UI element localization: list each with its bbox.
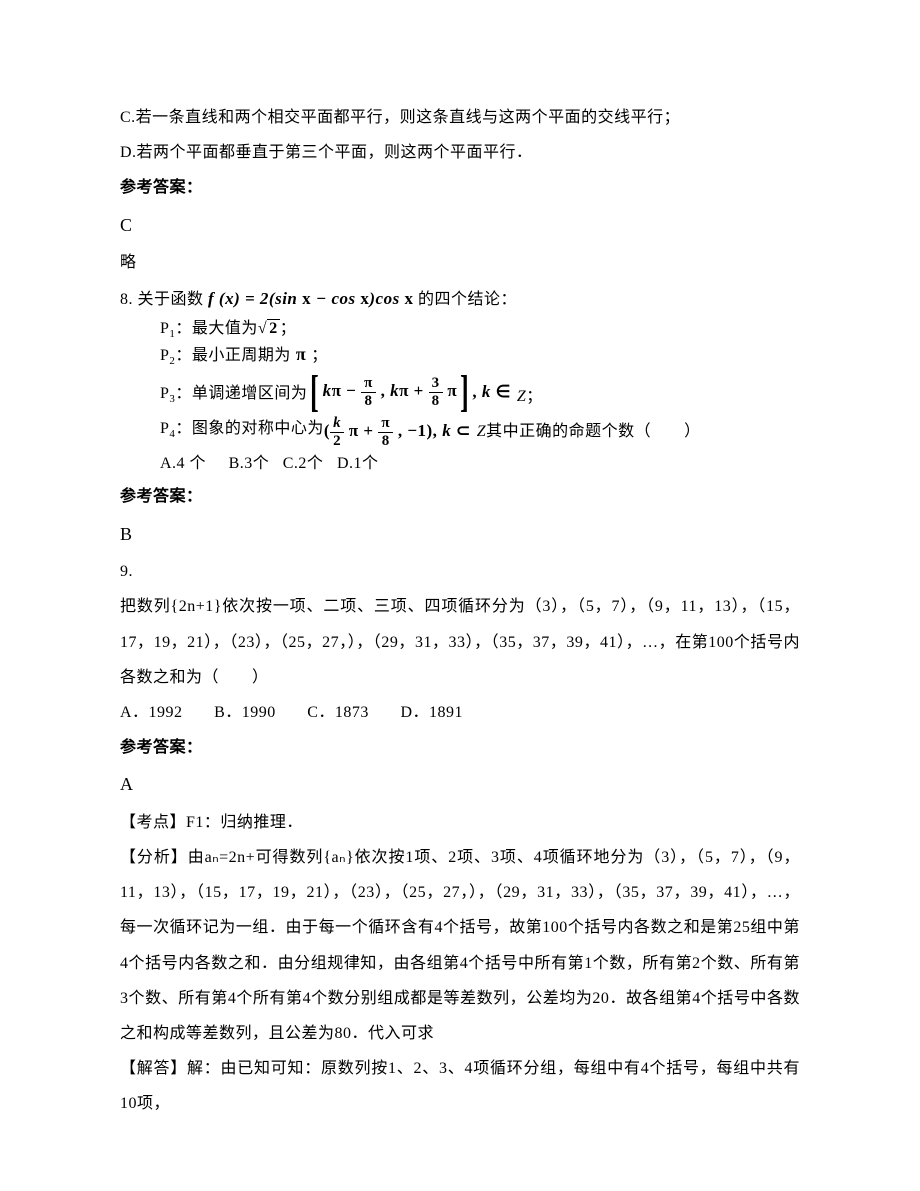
q9-jieda: 【解答】解：由已知可知：原数列按1、2、3、4项循环分组，每组中有4个括号，每组… [120, 1051, 800, 1121]
p3-label: P3 [160, 385, 175, 402]
q9-opt-d: D．1891 [400, 704, 463, 721]
q8-stem: 8. 关于函数 f (x) = 2(sin x − cos x)cos x 的四… [120, 280, 800, 317]
p4-tail: 其中正确的命题个数（ ） [486, 417, 701, 449]
q8-p1: P1：最大值为√2； [120, 318, 800, 343]
q9-opt-b: B．1990 [214, 704, 276, 721]
p1-text: ：最大值为 [175, 320, 258, 337]
q8-fx: f (x) = 2(sin x − cos x)cos x [208, 289, 413, 308]
q9-kaodian: 【考点】F1：归纳推理． [120, 805, 800, 840]
q9-opt-a: A．1992 [120, 704, 183, 721]
p3-text: ：单调递增区间为 [175, 385, 307, 402]
q9-answer-label: 参考答案： [120, 730, 800, 765]
q8-p2: P2：最小正周期为 π ； [120, 342, 800, 370]
q8-opt-a: A.4 个 [160, 455, 206, 472]
q7-answer-label: 参考答案： [120, 170, 800, 205]
p1-tail: ； [280, 320, 297, 337]
q8-answer: B [120, 515, 800, 555]
p4-text: ：图象的对称中心为 [175, 420, 324, 437]
q8-opt-b: B.3个 [229, 455, 270, 472]
p2-val: π [291, 344, 311, 364]
p2-tail: ； [311, 347, 328, 364]
q8-options: A.4 个 B.3个 C.2个 D.1个 [120, 449, 800, 479]
q8-p3: P3：单调递增区间为 [ kπ − π8 , kπ + 38 π ] , k ∈… [120, 370, 800, 414]
q9-stem: 把数列{2n+1}依次按一项、二项、三项、四项循环分为（3），（5，7），（9，… [120, 589, 800, 695]
q9-options: A．1992 B．1990 C．1873 D．1891 [120, 695, 800, 730]
q8-p4: P4：图象的对称中心为 (k2 π + π8 , −1), k ⊂ Z 其中正确… [120, 414, 800, 449]
p4-center: (k2 π + π8 , −1), k ⊂ [324, 415, 471, 449]
q9-num: 9. [120, 554, 800, 589]
p4-z: Z [471, 417, 486, 449]
q8-stem-suffix: 的四个结论： [418, 291, 517, 308]
q9-opt-c: C．1873 [307, 704, 369, 721]
q7-answer: C [120, 206, 800, 246]
q8-answer-label: 参考答案： [120, 479, 800, 514]
p1-val: √2 [258, 319, 280, 337]
p4-label: P4 [160, 420, 175, 437]
q8-opt-d: D.1个 [337, 455, 379, 472]
q8-stem-prefix: 8. 关于函数 [120, 291, 204, 308]
q7-note: 略 [120, 245, 800, 280]
q7-option-c: C.若一条直线和两个相交平面都平行，则这条直线与这两个平面的交线平行； [120, 100, 800, 135]
page: C.若一条直线和两个相交平面都平行，则这条直线与这两个平面的交线平行； D.若两… [0, 0, 920, 1191]
right-bracket-icon: ] [460, 370, 469, 414]
p2-text: ：最小正周期为 [175, 347, 291, 364]
p3-z: Z； [511, 382, 543, 414]
q9-fenxi: 【分析】由aₙ=2n+可得数列{aₙ}依次按1项、2项、3项、4项循环地分为（3… [120, 840, 800, 1051]
p3-interval: [ kπ − π8 , kπ + 38 π ] , k ∈ [307, 370, 510, 414]
q7-option-d: D.若两个平面都垂直于第三个平面，则这两个平面平行． [120, 135, 800, 170]
p2-label: P2 [160, 347, 175, 364]
q9-answer: A [120, 765, 800, 805]
q8-opt-c: C.2个 [283, 455, 324, 472]
left-bracket-icon: [ [310, 370, 319, 414]
p1-label: P1 [160, 320, 175, 337]
